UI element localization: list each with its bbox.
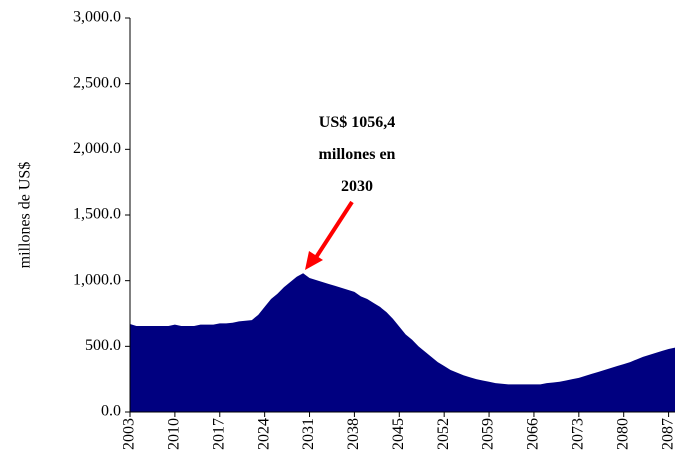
x-tick-label: 2073 xyxy=(569,418,586,450)
annotation: US$ 1056,4 millones en 2030 xyxy=(305,114,396,270)
x-tick-label: 2045 xyxy=(390,418,407,450)
x-tick-label: 2017 xyxy=(210,418,227,450)
x-tick-label: 2059 xyxy=(480,418,497,450)
area xyxy=(130,273,675,412)
x-tick-label: 2003 xyxy=(121,418,138,450)
x-tick-label: 2038 xyxy=(345,418,362,450)
annotation-text: millones en xyxy=(319,146,396,163)
annotation-arrowhead xyxy=(305,251,323,270)
y-tick-label: 1,000.0 xyxy=(73,271,121,288)
y-axis-label: millones de US$ xyxy=(17,162,34,269)
x-tick-label: 2080 xyxy=(614,418,631,450)
y-tick-label: 3,000.0 xyxy=(73,9,121,26)
x-tick-label: 2087 xyxy=(659,418,675,450)
y-tick-label: 0.0 xyxy=(101,403,121,420)
annotation-text: US$ 1056,4 xyxy=(319,114,395,131)
annotation-text: 2030 xyxy=(341,178,373,195)
x-tick-label: 2052 xyxy=(435,418,452,450)
x-tick-label: 2031 xyxy=(300,418,317,450)
x-tick-label: 2010 xyxy=(166,418,183,450)
y-tick-label: 2,000.0 xyxy=(73,140,121,157)
x-tick-label: 2066 xyxy=(525,418,542,450)
x-tick-label: 2024 xyxy=(255,418,272,450)
y-tick-label: 2,500.0 xyxy=(73,74,121,91)
y-tick-label: 500.0 xyxy=(85,337,121,354)
plot-area xyxy=(130,273,675,412)
y-tick-label: 1,500.0 xyxy=(73,206,121,223)
annotation-arrow xyxy=(313,200,354,261)
